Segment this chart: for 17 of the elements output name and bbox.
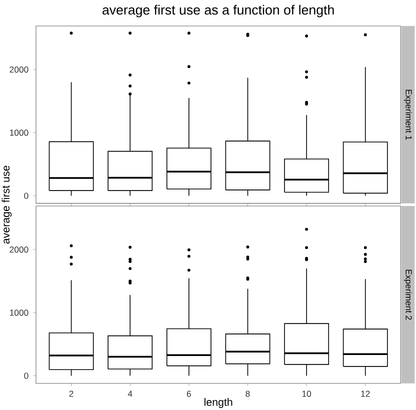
x-tick-label: 6 (186, 390, 191, 397)
x-tick-label: 4 (128, 390, 132, 397)
x-tick-label: 2 (69, 390, 74, 397)
text: Experiment 1 (404, 90, 412, 140)
text: Experiment 2 (404, 270, 412, 320)
y-tick-label: 0 (24, 372, 28, 379)
y-axis-title: average first use (2, 166, 12, 244)
chart-title: average first use as a function of length (102, 4, 334, 18)
y-tick-label: 2000 (10, 66, 28, 73)
x-tick-label: 12 (361, 390, 370, 397)
x-tick-label: 10 (302, 390, 312, 397)
y-tick-label: 2000 (10, 246, 28, 253)
y-tick-label: 0 (24, 192, 28, 199)
y-tick-label: 1000 (10, 130, 28, 136)
y-tick-label: 1000 (10, 310, 28, 316)
x-axis-title: length (204, 398, 232, 408)
x-tick-label: 8 (246, 390, 250, 397)
